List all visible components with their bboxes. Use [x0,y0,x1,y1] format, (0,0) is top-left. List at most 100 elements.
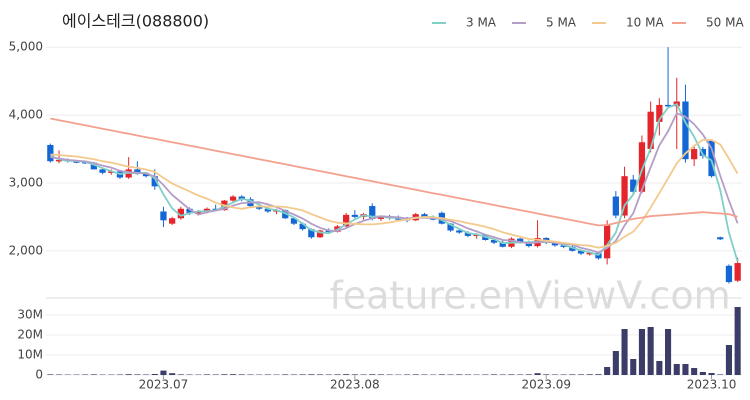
candle-body [343,214,350,227]
volume-bar [604,367,611,375]
volume-bar [699,372,706,375]
candle-body [377,216,385,219]
volume-tick-label: 0 [35,368,43,382]
volume-bar [456,374,463,375]
candle-body [647,111,654,150]
volume-bar [499,374,506,375]
y-tick-label: 5,000 [9,40,43,54]
volume-bar [560,374,567,375]
volume-bar [238,374,245,375]
candle-body [734,263,741,281]
candle-body [499,242,506,247]
candle-body [691,149,698,160]
candle-body [108,171,115,173]
volume-bar [404,374,411,375]
candle-body [421,214,428,217]
volume-bar [151,374,158,375]
volume-bar [630,359,637,375]
volume-bar [569,374,576,375]
legend-label: 50 MA [706,16,744,30]
volume-bar [116,374,123,375]
candle-body [134,169,141,173]
candle-body [160,211,167,221]
volume-bar [586,374,593,375]
volume-bar [551,374,558,375]
volume-bar [464,374,471,375]
candle-body [717,237,724,240]
candle-body [229,196,237,201]
candle-body [99,169,106,173]
candle-body [464,232,472,236]
volume-tick-label: 20M [17,328,43,342]
candle-body [621,176,628,216]
candle-body [682,101,689,160]
volume-bar [143,374,150,375]
candle-body [186,208,193,213]
volume-bar [317,374,324,375]
candle-body [604,224,611,259]
volume-bar [160,370,167,375]
candle-body [490,239,498,243]
volume-bar [438,374,445,375]
candle-body [577,250,585,254]
volume-bar [343,374,350,375]
volume-bar [525,374,532,375]
candle-body [290,218,298,224]
volume-bar [351,374,358,375]
chart-title: 에이스테크(088800) [62,12,209,31]
volume-bar [421,374,428,375]
x-tick-label: 2023.09 [521,378,571,392]
candle-body [299,223,306,230]
candle-body [395,218,402,220]
ma-line [50,117,738,227]
volume-bar [186,374,193,375]
volume-tick-label: 30M [17,308,43,322]
volume-bar [134,374,141,375]
volume-bar [47,374,54,375]
volume-bar [656,361,663,375]
candle-body [256,206,263,209]
legend-label: 5 MA [546,16,577,30]
candle-body [151,176,158,187]
volume-bar [125,374,132,375]
volume-bar [447,374,454,375]
watermark: feature.enViewV.com [329,274,730,318]
volume-bar [517,374,524,375]
y-tick-label: 2,000 [9,243,43,257]
legend-label: 3 MA [466,16,497,30]
x-tick-label: 2023.08 [330,378,380,392]
volume-bar [360,374,367,375]
volume-bar [212,374,219,375]
volume-bar [578,374,585,375]
volume-bar [334,374,341,375]
x-tick-label: 2023.10 [687,378,737,392]
x-tick-label: 2023.07 [139,378,189,392]
volume-bar [325,374,332,375]
candle-body [664,104,672,107]
volume-bar [508,374,515,375]
y-tick-label: 3,000 [9,175,43,189]
volume-bar [169,373,176,375]
volume-bar [612,351,619,375]
candle-body [456,230,463,233]
candle-body [169,218,176,224]
candle-body [55,159,63,162]
volume-bar [665,329,672,375]
candle-body [90,162,97,170]
volume-bar [595,374,602,375]
volume-bar [734,307,741,375]
candle-body [708,140,715,177]
volume-bar [230,374,237,375]
volume-bar [308,374,315,375]
candle-body [551,242,559,246]
candle-body [699,149,706,156]
volume-bar [299,374,306,375]
volume-bar [90,374,97,375]
volume-bar [386,374,393,375]
volume-bar [377,374,384,375]
volume-bar [717,374,724,375]
candle-body [47,144,54,162]
candle-body [630,179,637,192]
candle-body [177,208,184,219]
